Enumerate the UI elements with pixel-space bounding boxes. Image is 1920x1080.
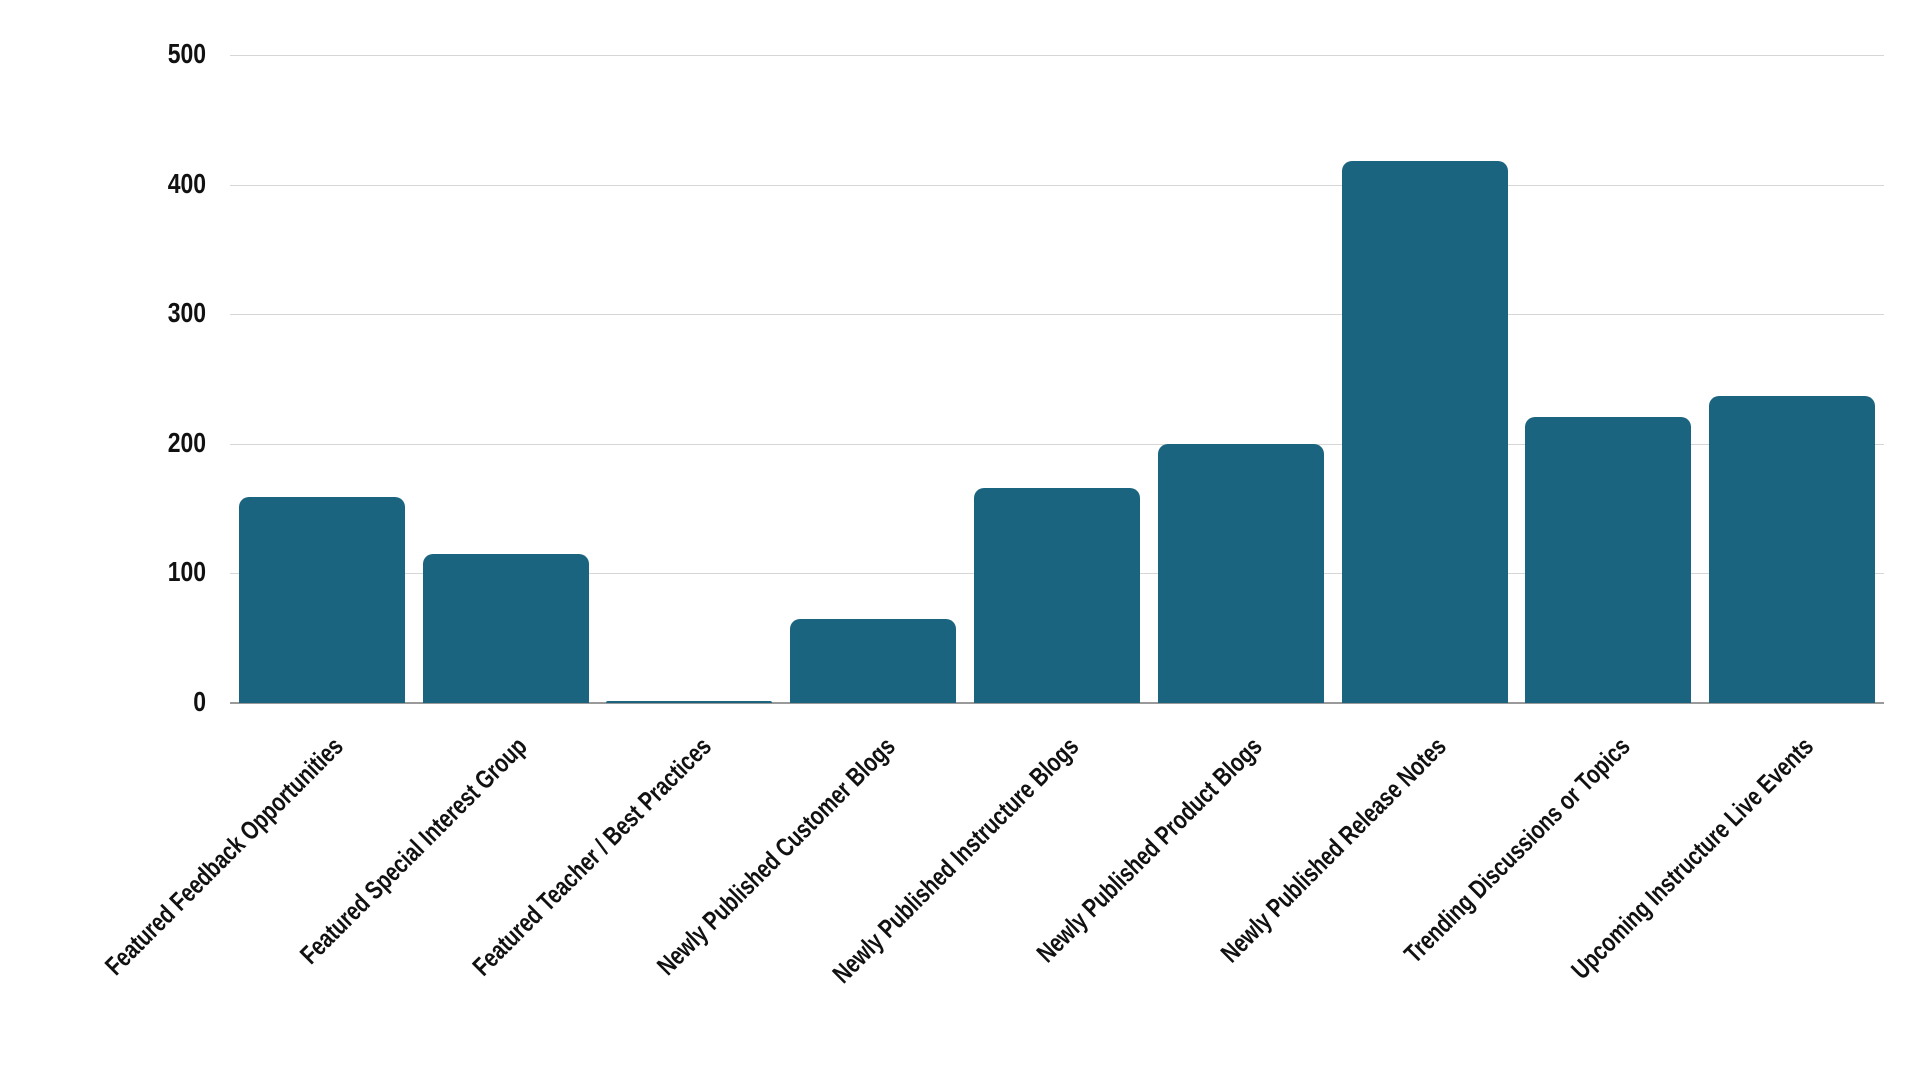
gridline <box>230 184 1884 186</box>
x-axis-baseline <box>230 702 1884 704</box>
y-tick-label: 500 <box>167 38 206 69</box>
x-tick-label: Upcoming Instructure Live Events <box>1565 731 1820 985</box>
bar <box>790 618 957 703</box>
x-tick-label: Newly Published Customer Blogs <box>650 731 901 981</box>
y-tick-label: 300 <box>167 297 206 329</box>
bar <box>974 487 1140 703</box>
y-tick-label: 100 <box>167 556 206 588</box>
bar <box>1157 443 1324 703</box>
bar <box>606 701 773 703</box>
x-tick-label: Newly Published Release Notes <box>1214 731 1452 969</box>
y-tick-label: 400 <box>167 167 206 199</box>
x-tick-label: Featured Special Interest Group <box>294 731 533 970</box>
x-tick-label: Featured Teacher / Best Practices <box>466 731 717 982</box>
bar <box>1341 161 1508 703</box>
bar <box>1525 416 1692 703</box>
gridline <box>230 443 1884 445</box>
x-tick-label: Featured Feedback Opportunities <box>99 731 350 981</box>
x-tick-label: Trending Discussions or Topics <box>1397 731 1636 969</box>
x-tick-label: Newly Published Instructure Blogs <box>826 731 1085 989</box>
x-tick-label: Newly Published Product Blogs <box>1030 731 1268 969</box>
y-tick-label: 200 <box>167 426 206 458</box>
bar <box>238 496 405 703</box>
gridline <box>230 314 1884 316</box>
bar <box>422 553 589 703</box>
bar <box>1709 395 1876 703</box>
y-tick-label: 0 <box>193 686 206 717</box>
gridline <box>230 55 1884 56</box>
